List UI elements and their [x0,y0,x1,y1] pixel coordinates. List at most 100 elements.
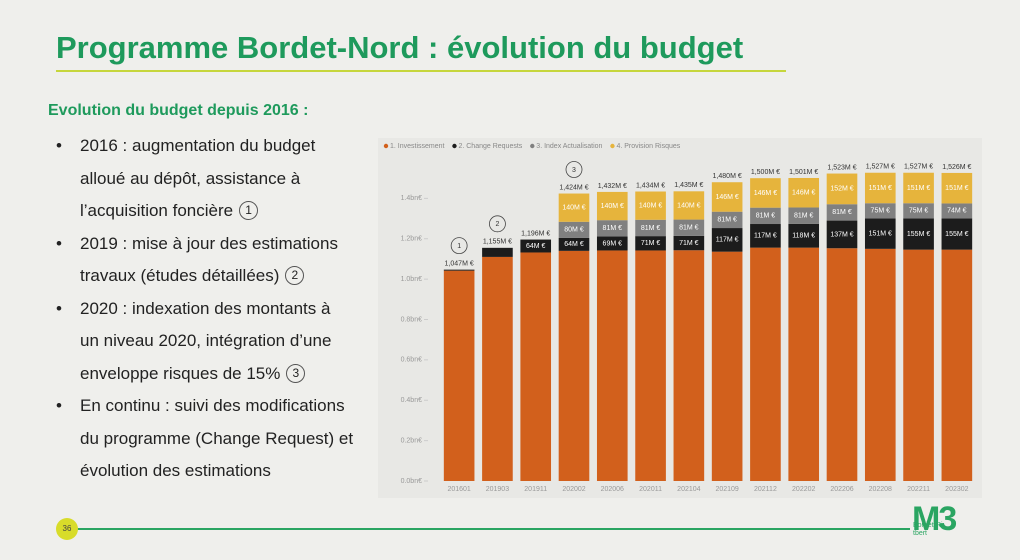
segment-label: 81M € [679,225,699,232]
bar-segment [635,236,666,251]
legend-swatch [452,143,457,149]
bar-segment [788,223,820,248]
x-tick-label: 202006 [601,486,624,493]
bar-segment [941,203,973,219]
segment-label: 81M € [756,213,776,220]
legend-swatch [530,143,535,149]
total-label: 1,526M € [942,164,971,171]
x-tick-label: 202112 [754,486,777,493]
bar-segment [482,247,513,257]
bar-segment [864,218,896,249]
annotation-text: 3 [572,167,576,174]
total-label: 1,500M € [751,169,780,176]
bar-segment [558,221,590,238]
x-tick-label: 202109 [715,486,738,493]
total-label: 1,424M € [559,184,588,191]
bar-segment [941,172,973,204]
bar-segment [750,178,781,208]
segment-label: 117M € [754,233,777,240]
slide-title: Programme Bordet-Nord : évolution du bud… [56,30,744,65]
y-tick-label: 0.8bn€ [401,316,423,323]
segment-label: 71M € [679,240,699,247]
bar-segment [788,207,820,224]
x-tick-label: 202208 [869,486,892,493]
bar-segment [826,248,858,481]
segment-label: 64M € [526,243,546,250]
segment-label: 146M € [792,190,815,197]
bullet-marker: 2 [285,266,305,285]
bar-segment [443,270,475,481]
bullet-text: 2019 : mise à jour des estimations trava… [80,233,338,286]
y-tick-label: 0.2bn€ [401,437,423,444]
segment-label: 81M € [717,217,737,224]
y-tick-label: 1.2bn€ [401,236,423,243]
bar-segment [635,219,666,237]
bar-segment [711,228,743,252]
bar-segment [520,239,552,253]
x-tick-label: 201601 [447,486,470,493]
annotation-circle [489,215,506,233]
bar-segment [443,269,475,271]
x-tick-label: 202011 [639,486,662,493]
bar-segment [903,249,934,481]
x-tick-label: 202302 [945,486,968,493]
bar-segment [558,250,590,481]
y-tick-label: 0.0bn€ [401,478,423,485]
bar-segment [520,252,552,481]
total-label: 1,435M € [674,182,703,189]
segment-label: 140M € [639,202,662,209]
bar-segment [903,203,934,219]
annotation-circle [450,237,468,255]
bullet-marker: 3 [286,363,306,383]
bar-segment [635,191,666,220]
total-label: 1,196M € [521,230,550,237]
segment-label: 151M € [945,185,968,192]
bullet-marker: 1 [239,201,259,220]
bar-segment [673,219,705,236]
segment-label: 81M € [641,225,661,232]
segment-label: 71M € [641,240,661,247]
footer-line [70,528,910,530]
x-tick-label: 202002 [562,486,585,493]
x-tick-label: 202202 [792,486,815,493]
x-tick-label: 201903 [486,486,509,493]
y-tick-label: 0.4bn€ [401,397,423,404]
page-number: 36 [56,518,78,540]
bullet-text: En continu : suivi des modifications du … [80,396,354,480]
bar-segment [788,247,820,481]
total-label: 1,523M € [827,164,856,171]
bullet: 2019 : mise à jour des estimations trava… [54,228,354,293]
segment-label: 140M € [677,202,700,209]
bar-segment [596,236,628,251]
y-tick-label: 1.4bn€ [401,195,423,202]
bar-segment [903,218,934,250]
bullet: 2020 : indexation des montants à un nive… [54,293,354,391]
bar-segment [711,251,743,481]
segment-label: 75M € [871,208,891,215]
segment-label: 155M € [907,231,930,238]
bullet-text: 2016 : augmentation du budget alloué au … [80,136,316,220]
bar-segment [750,224,781,248]
total-label: 1,434M € [636,182,665,189]
bar-segment [711,182,743,212]
bar-segment [750,207,781,225]
x-tick-label: 202211 [907,486,930,493]
total-label: 1,432M € [598,183,627,190]
bullet: 2016 : augmentation du budget alloué au … [54,130,354,228]
logo-place: Bordet-Ritbert [913,522,943,537]
total-label: 1,047M € [445,260,474,267]
logo-mark: M3 [912,500,957,538]
segment-label: 69M € [603,240,623,247]
segment-label: 117M € [716,237,739,244]
total-label: 1,480M € [713,173,742,180]
y-tick-label: 0.6bn€ [401,357,423,364]
legend-swatch [383,143,389,149]
total-label: 1,155M € [483,239,512,246]
segment-label: 146M € [754,190,777,197]
bar-segment [673,250,705,481]
legend-label: 1. Investissement [390,143,445,150]
bar-segment [864,172,896,204]
segment-label: 151M € [869,185,892,192]
